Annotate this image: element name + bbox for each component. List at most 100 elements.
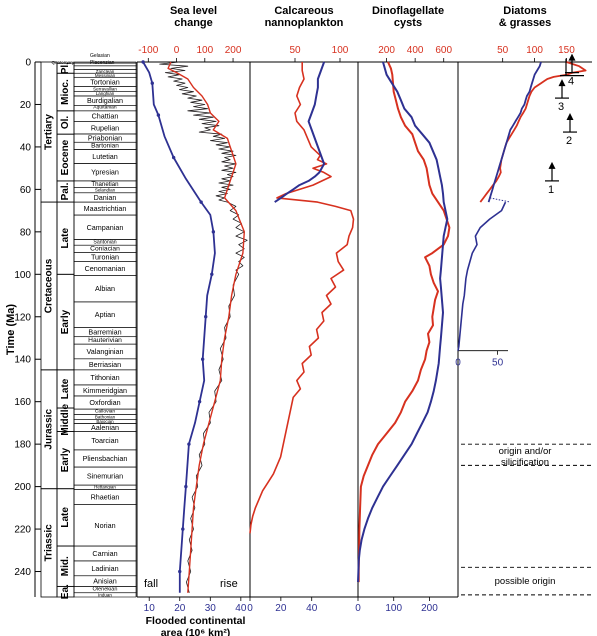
epoch-label: Pal. xyxy=(60,182,71,200)
stage-label: Priabonian xyxy=(88,134,122,143)
stage-label: Norian xyxy=(94,521,115,530)
sea-top-tick-label: -100 xyxy=(138,45,158,56)
sea-series-2-line xyxy=(142,61,216,593)
stage-label: Rhaetian xyxy=(91,493,120,502)
stage-label: Tortonian xyxy=(90,77,120,86)
diatom-event-label: 4 xyxy=(568,76,574,88)
sea-series-2-marker xyxy=(178,569,182,574)
epoch-label: Middle xyxy=(60,403,71,435)
stage-label: Coniacian xyxy=(90,245,120,252)
stage-label: Induan xyxy=(98,592,112,597)
stage-label: Zanclean xyxy=(96,69,115,74)
diatom-event-arrow-head xyxy=(568,53,576,61)
stage-label: Hauterivian xyxy=(88,337,122,344)
nanno-title: Calcareous xyxy=(274,5,333,17)
diatom-top-tick-label: 50 xyxy=(497,45,509,56)
dino-bottom-tick-label: 100 xyxy=(385,603,402,614)
sea-series-2-marker xyxy=(197,399,202,404)
stage-label: Serravallian xyxy=(93,86,117,91)
y-tick-label: 120 xyxy=(14,312,31,323)
stage-label: Sinemurian xyxy=(87,472,123,481)
diatom-event-arrow-head xyxy=(548,161,556,169)
y-tick-label: 60 xyxy=(20,185,32,196)
stage-label: Kimmeridgian xyxy=(83,386,127,395)
sea-top-tick-label: 100 xyxy=(196,45,213,56)
dino-series-0-line xyxy=(357,61,451,583)
y-tick-label: 100 xyxy=(14,270,31,281)
sea-series-2-marker xyxy=(141,60,145,64)
dino-title: Dinoflagellate xyxy=(372,5,444,17)
stage-label: Aptian xyxy=(95,310,115,319)
epoch-label: Early xyxy=(60,447,71,472)
stage-label: Valanginian xyxy=(86,347,123,356)
diatom-title: & grasses xyxy=(499,17,552,29)
stage-label: Ypresian xyxy=(91,168,119,177)
sea-series-2-marker xyxy=(187,442,191,446)
stage-label: Aalenian xyxy=(91,423,119,432)
y-tick-label: 0 xyxy=(25,58,31,69)
stage-label: Placenzian xyxy=(90,60,115,66)
stage-label: Lutetian xyxy=(92,152,118,161)
stage-label: Berriasian xyxy=(89,360,121,369)
epoch-label: Late xyxy=(60,227,71,248)
sea-annotation-rise: rise xyxy=(220,578,238,590)
diatom-note-text: possible origin xyxy=(495,576,556,587)
sea-series-1-line xyxy=(167,61,245,593)
stage-label: Messinian xyxy=(95,73,116,78)
dino-bottom-tick-label: 200 xyxy=(421,603,438,614)
nanno-series-0-line xyxy=(249,62,355,534)
y-tick-label: 200 xyxy=(14,482,31,493)
sea-series-2-marker xyxy=(156,113,161,117)
system-label: Cretaceous xyxy=(44,258,55,313)
diatom-top-tick-label: 150 xyxy=(558,45,575,56)
diatom-top-tick-label: 100 xyxy=(526,45,543,56)
y-tick-label: 140 xyxy=(14,355,31,366)
stage-label: Cenomanian xyxy=(85,264,126,273)
sea-bottom-tick-label: 20 xyxy=(174,603,186,614)
y-tick-label: 220 xyxy=(14,525,31,536)
nanno-top-tick-label: 50 xyxy=(289,45,301,56)
stage-label: Bajocian xyxy=(96,419,114,424)
stage-label: Chattian xyxy=(92,112,119,121)
nanno-title: nannoplankton xyxy=(265,17,344,29)
sea-title: Sea level xyxy=(170,5,217,17)
stage-label: Thanetian xyxy=(91,181,118,188)
stage-label: Campanian xyxy=(87,223,124,232)
stage-label: Quaternary xyxy=(51,60,74,65)
diatom-note-text: silicification xyxy=(501,457,549,468)
sea-series-2-marker xyxy=(204,315,208,319)
stage-label: Rupelian xyxy=(91,123,119,132)
diatom-event-label: 3 xyxy=(558,101,564,113)
stage-label: Tithonian xyxy=(90,373,119,382)
sea-series-2-marker xyxy=(171,155,176,160)
stage-label: Langhian xyxy=(96,91,115,96)
y-axis-label: Time (Ma) xyxy=(5,304,17,355)
stage-label: Toarcian xyxy=(91,436,118,445)
diatom-title: Diatoms xyxy=(503,5,546,17)
diatom-inner-tick-label: 0 xyxy=(455,358,461,369)
diatom-note-text: origin and/or xyxy=(499,446,552,457)
sea-bottom-axis-label: area (10⁶ km²) xyxy=(161,627,231,636)
diatom-event-label: 1 xyxy=(548,184,554,196)
epoch-label: Late xyxy=(60,507,71,528)
sea-series-2-marker xyxy=(181,527,185,531)
stage-label: Albian xyxy=(95,284,115,293)
epoch-label: Early xyxy=(60,309,71,334)
system-label: Jurassic xyxy=(44,409,55,450)
epoch-label: Eocene xyxy=(60,139,71,175)
y-tick-label: 80 xyxy=(20,227,32,238)
stage-label: Burdigalian xyxy=(87,96,123,105)
stage-label: Selandian xyxy=(95,188,116,193)
nanno-top-tick-label: 100 xyxy=(332,45,349,56)
epoch-label: Mid. xyxy=(60,556,71,576)
diatom-event-arrow-head xyxy=(566,113,574,121)
system-label: Tertiary xyxy=(44,114,55,150)
sea-series-0-line xyxy=(159,61,248,593)
stage-label: Carnian xyxy=(92,549,117,558)
sea-bottom-tick-label: 40 xyxy=(235,603,247,614)
epoch-label: Late xyxy=(60,378,71,399)
stage-label: Olenekian xyxy=(93,587,118,593)
sea-bottom-tick-label: 10 xyxy=(144,603,156,614)
y-tick-label: 20 xyxy=(20,100,32,111)
